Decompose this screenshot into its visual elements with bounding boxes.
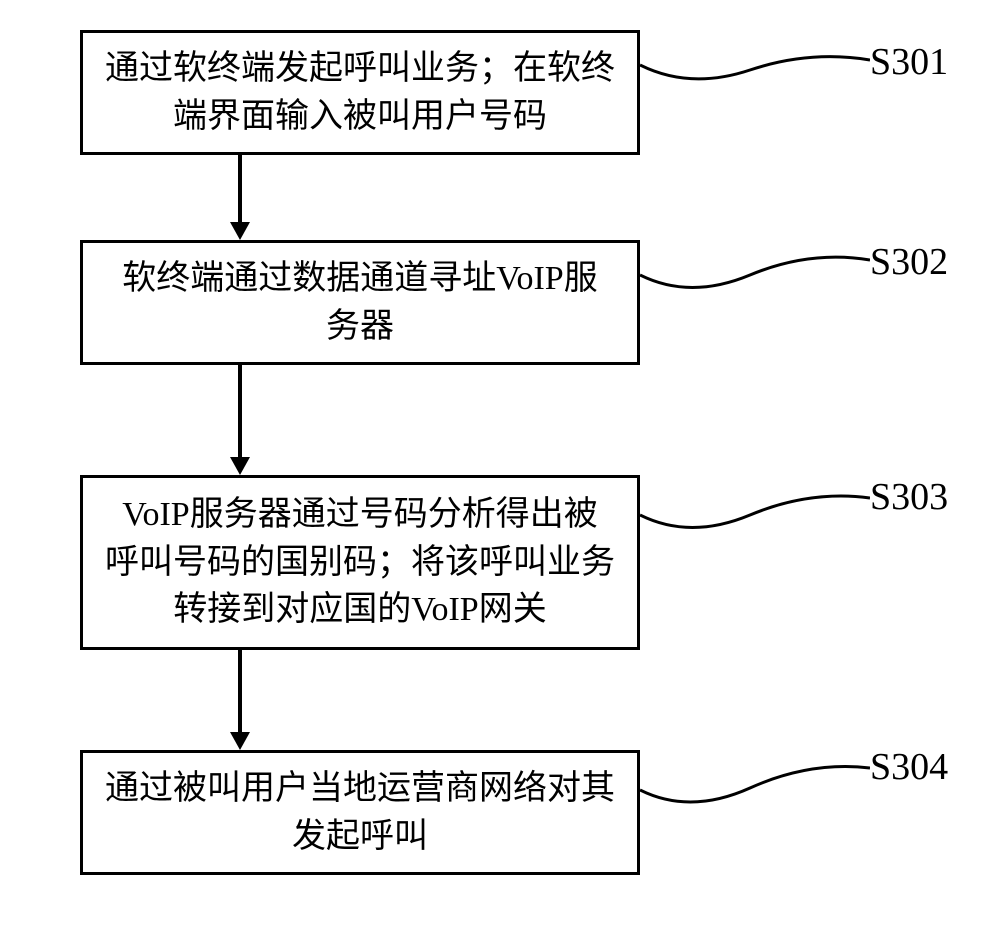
connector-2 bbox=[640, 250, 870, 300]
step-label-2: S302 bbox=[870, 240, 948, 284]
step-label-1: S301 bbox=[870, 40, 948, 84]
connector-4 bbox=[640, 760, 870, 810]
step-label-3: S303 bbox=[870, 475, 948, 519]
step-box-3: VoIP服务器通过号码分析得出被呼叫号码的国别码；将该呼叫业务转接到对应国的Vo… bbox=[80, 475, 640, 650]
connector-1 bbox=[640, 45, 870, 95]
step-box-1: 通过软终端发起呼叫业务；在软终端界面输入被叫用户号码 bbox=[80, 30, 640, 155]
step-text-4: 通过被叫用户当地运营商网络对其发起呼叫 bbox=[105, 765, 615, 860]
step-text-3: VoIP服务器通过号码分析得出被呼叫号码的国别码；将该呼叫业务转接到对应国的Vo… bbox=[105, 491, 615, 634]
step-box-4: 通过被叫用户当地运营商网络对其发起呼叫 bbox=[80, 750, 640, 875]
step-text-1: 通过软终端发起呼叫业务；在软终端界面输入被叫用户号码 bbox=[105, 45, 615, 140]
step-text-2: 软终端通过数据通道寻址VoIP服务器 bbox=[122, 255, 597, 350]
step-label-4: S304 bbox=[870, 745, 948, 789]
step-box-2: 软终端通过数据通道寻址VoIP服务器 bbox=[80, 240, 640, 365]
connector-3 bbox=[640, 490, 870, 540]
